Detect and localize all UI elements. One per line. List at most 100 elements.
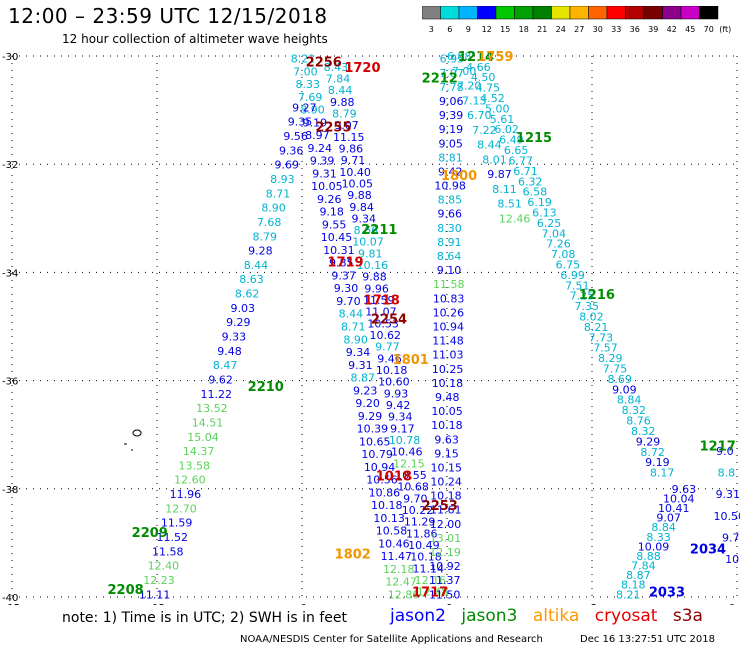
wave-height-value: 10.92 xyxy=(429,560,461,573)
wave-height-value: 9.26 xyxy=(317,193,342,206)
wave-height-value: 11.58 xyxy=(152,545,184,558)
wave-height-value: 8.71 xyxy=(341,321,366,334)
x-tick-label: -6 xyxy=(442,603,452,605)
wave-height-value: 10.60 xyxy=(378,376,410,389)
wave-height-value: 9.34 xyxy=(388,411,413,424)
wave-height-value: 9.69 xyxy=(275,159,300,172)
wave-height-value: 4.75 xyxy=(476,82,501,95)
pass-time-label: 1214 xyxy=(458,50,494,65)
wave-height-value: 10.46 xyxy=(391,446,423,459)
wave-height-value: 10.94 xyxy=(432,321,464,334)
wave-height-value: 8.90 xyxy=(300,104,325,117)
wave-height-value: 9.18 xyxy=(319,206,344,219)
wave-height-value: 11.52 xyxy=(156,531,188,544)
wave-height-value: 8.21 xyxy=(291,53,316,66)
wave-height-value: 8.44 xyxy=(244,259,269,272)
color-scale-bar: 3 6 9 12 15 18 21 24 27 30 33 36 39 42 45 70 (ft) xyxy=(422,6,731,34)
pass-time-label: 2256 xyxy=(306,55,342,70)
wave-height-value: 10.16 xyxy=(357,259,389,272)
wave-height-value: 9.09 xyxy=(612,383,637,396)
wave-height-value: 11.48 xyxy=(432,335,464,348)
pass-time-label: 1216 xyxy=(579,288,615,303)
chart-subtitle: 12 hour collection of altimeter wave hei… xyxy=(62,32,328,46)
x-tick-label: -12 xyxy=(149,603,165,605)
wave-height-value: 8.84 xyxy=(617,394,642,407)
pass-time-label: 1718 xyxy=(364,293,400,308)
wave-height-value: 11.59 xyxy=(363,294,395,307)
wave-height-value: 9.70 xyxy=(403,492,428,505)
pass-time-label: 1717 xyxy=(412,586,448,601)
wave-height-value: 10.26 xyxy=(433,306,465,319)
wave-height-value: 8.93 xyxy=(270,173,295,186)
wave-height-value: 9.77 xyxy=(375,341,400,354)
wave-height-value: 9.96 xyxy=(364,282,389,295)
wave-height-value: 9.7 xyxy=(722,531,740,544)
y-tick-label: -40 xyxy=(2,593,18,604)
wave-height-value: 11.15 xyxy=(333,131,365,144)
track-C: 6.957.077.789.069.399.199.058.819.42 10.9… xyxy=(429,53,466,602)
wave-height-value: 9.07 xyxy=(334,119,359,132)
wave-height-value: 8.33 xyxy=(646,531,671,544)
y-tick-label: -30 xyxy=(2,52,18,63)
x-tick-label: 0 xyxy=(729,603,735,605)
wave-height-value: 9.28 xyxy=(248,245,273,258)
wave-height-value: 10.94 xyxy=(364,461,396,474)
wave-height-value: 10.05 xyxy=(431,405,463,418)
wave-height-value: 10.41 xyxy=(658,502,690,515)
scale-label: 70 xyxy=(704,25,714,34)
wave-height-value: 11.50 xyxy=(429,588,461,601)
wave-height-value: 5.61 xyxy=(490,113,515,126)
wave-height-value: 8.64 xyxy=(437,250,462,263)
wave-height-value: 12.46 xyxy=(499,212,531,225)
pass-time-label: 1217 xyxy=(700,440,736,455)
scale-label: 42 xyxy=(667,25,677,34)
wave-height-value: 9.29 xyxy=(358,410,383,423)
pass-time-label: 2255 xyxy=(315,120,351,135)
wave-height-value: 11.86 xyxy=(406,527,438,540)
wave-height-value: 7.07 xyxy=(439,67,464,80)
wave-height-value: 13.58 xyxy=(178,459,210,472)
wave-height-value: 6.32 xyxy=(518,175,543,188)
scale-label: 30 xyxy=(593,25,603,34)
wave-height-value: 6.65 xyxy=(504,144,529,157)
wave-height-value: 9.88 xyxy=(347,189,372,202)
wave-height-value: 12.86 xyxy=(388,588,420,601)
wave-height-value: 9.35 xyxy=(288,116,313,129)
pass-time-label: 2033 xyxy=(649,586,685,601)
wave-height-value: 8.44 xyxy=(339,308,364,321)
scale-label: 3 xyxy=(429,25,434,34)
wave-height-value: 6.99 xyxy=(560,269,585,282)
wave-height-value: 6.77 xyxy=(509,154,534,167)
wave-height-value: 8.84 xyxy=(651,521,676,534)
wave-height-value: 10.18 xyxy=(371,499,403,512)
wave-height-value: 10.25 xyxy=(432,363,464,376)
scale-label: 9 xyxy=(466,25,471,34)
wave-height-value: 11.37 xyxy=(429,574,461,587)
wave-height-value: 9.19 xyxy=(303,116,328,129)
wave-height-value: 9.93 xyxy=(384,387,409,400)
wave-height-value: 6.70 xyxy=(467,109,492,122)
scale-swatch xyxy=(699,6,719,20)
generation-timestamp: Dec 16 13:27:51 UTC 2018 xyxy=(580,634,715,645)
wave-height-value: 9.46 xyxy=(377,352,402,365)
wave-height-value: 10.68 xyxy=(397,481,429,494)
wave-height-value: 8.51 xyxy=(497,198,522,211)
wave-height-value: 6.25 xyxy=(537,217,562,230)
wave-height-value: 11.58 xyxy=(433,278,465,291)
wave-height-value: 8.47 xyxy=(213,359,238,372)
pass-time-label: 2253 xyxy=(422,499,458,514)
wave-height-value: 9.31 xyxy=(716,488,740,501)
wave-height-value: 8.97 xyxy=(305,129,330,142)
wave-height-value: 9.03 xyxy=(230,302,255,315)
wave-height-value: 12.23 xyxy=(143,574,175,587)
wave-height-value: 8.62 xyxy=(235,288,260,301)
wave-height-value: 8.66 xyxy=(354,224,379,237)
wave-height-value: 8.29 xyxy=(598,352,623,365)
wave-height-value: 8.91 xyxy=(437,236,462,249)
wave-height-value: 9.0 xyxy=(716,445,734,458)
wave-height-value: 9.86 xyxy=(339,142,364,155)
pass-time-label: 1802 xyxy=(335,548,371,563)
wave-height-value: 10.05 xyxy=(311,180,343,193)
wave-height-map: -15-12-9-6-30-30-32-34-36-38-40 8.217.00… xyxy=(2,50,740,605)
track-B: 8.437.848.449.888.799.0711.159.869.7110.… xyxy=(324,61,449,599)
